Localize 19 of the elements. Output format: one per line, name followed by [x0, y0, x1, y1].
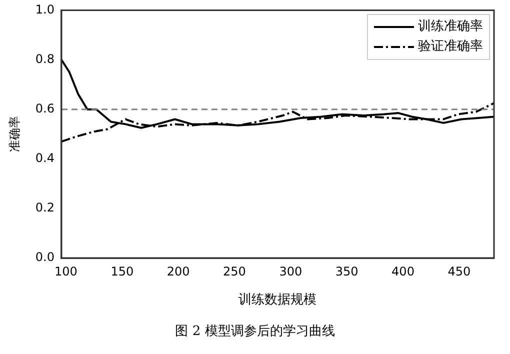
x-tick-label: 250: [223, 264, 246, 278]
x-tick-label: 300: [279, 264, 302, 278]
y-tick-label: 1.0: [35, 2, 54, 16]
caption: 图 2 模型调参后的学习曲线: [174, 323, 336, 340]
y-axis-title: 准确率: [7, 116, 22, 152]
x-tick-label: 450: [448, 264, 471, 278]
y-tick-label: 0.2: [35, 200, 54, 215]
x-axis-title: 训练数据规模: [238, 292, 317, 308]
x-tick-label: 100: [54, 264, 78, 278]
y-tick-label: 0.0: [35, 250, 54, 264]
x-tick-label: 400: [392, 264, 414, 278]
legend-label: 验证准确率: [418, 38, 483, 56]
x-tick-label: 150: [110, 264, 134, 278]
x-tick-label: 200: [166, 264, 190, 278]
y-tick-label: 0.8: [35, 52, 54, 66]
y-tick-label: 0.6: [35, 101, 54, 116]
x-tick-label: 350: [335, 264, 358, 278]
legend-label: 训练准确率: [418, 18, 483, 36]
y-tick-label: 0.4: [35, 151, 54, 166]
